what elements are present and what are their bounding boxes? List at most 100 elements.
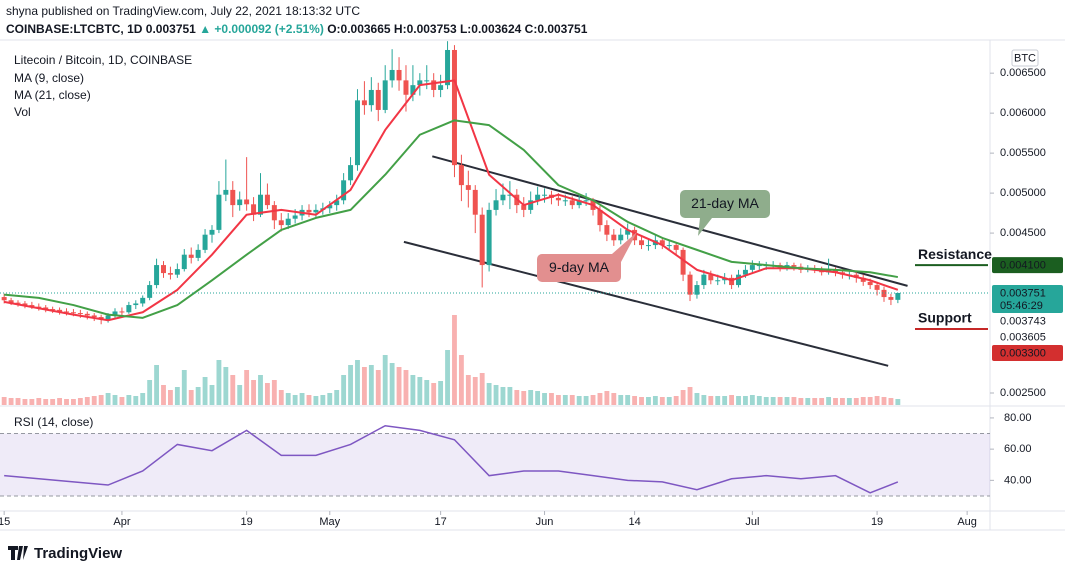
price-tag-label: 0.004100	[1000, 259, 1046, 271]
volume-bar	[895, 399, 901, 405]
y-tick-label: 0.005500	[1000, 147, 1046, 159]
volume-bar	[174, 387, 180, 405]
candle-body	[396, 69, 402, 81]
volume-bar	[98, 395, 104, 405]
price-tag	[992, 328, 1063, 345]
candle-body	[264, 194, 270, 206]
volume-bar	[715, 396, 721, 405]
volume-bar	[770, 397, 776, 405]
volume-bar	[327, 393, 333, 405]
candle-body	[57, 309, 63, 312]
legend-entry: Vol	[14, 105, 31, 119]
candle-body	[458, 165, 464, 186]
volume-bar	[625, 395, 631, 405]
volume-bar	[874, 396, 880, 405]
volume-bar	[549, 393, 554, 405]
candle-body	[382, 80, 388, 110]
candle-body	[645, 245, 651, 247]
candle-body	[348, 165, 354, 181]
candle-body	[659, 240, 665, 246]
volume-bar	[666, 397, 672, 405]
candle-body	[1, 297, 7, 301]
y-tick-label: 0.006500	[1000, 67, 1046, 79]
candle-body	[729, 277, 735, 286]
volume-bar	[583, 396, 589, 405]
candle-body	[133, 303, 139, 306]
candle-body	[528, 200, 534, 210]
candle-body	[451, 49, 457, 166]
x-tick-label: May	[319, 516, 340, 528]
volume-bar	[216, 360, 222, 405]
candle-body	[756, 265, 762, 267]
volume-bar	[348, 365, 353, 405]
candle-body	[230, 189, 236, 206]
candle-body	[742, 269, 748, 275]
candle-body	[361, 100, 367, 106]
ma-line	[3, 79, 899, 322]
volume-bar	[36, 398, 42, 405]
candle-body	[43, 307, 49, 310]
volume-bar	[230, 375, 236, 405]
candle-body	[555, 197, 561, 201]
volume-bar	[833, 398, 838, 405]
candle-body	[77, 313, 83, 315]
volume-bar	[798, 398, 804, 405]
candle-body	[500, 194, 506, 201]
candle-body	[521, 205, 527, 210]
volume-bar	[417, 377, 423, 405]
level-label: Support	[918, 310, 972, 326]
candle-body	[36, 306, 42, 308]
volume-bar	[403, 370, 409, 405]
candle-body	[874, 285, 880, 290]
candle-body	[438, 85, 444, 90]
candle-body	[604, 225, 610, 235]
candle-body	[29, 305, 35, 307]
last-price: 0.003751	[146, 22, 196, 36]
footer: TradingView	[8, 545, 122, 562]
candle-body	[251, 204, 257, 215]
candle-body	[216, 194, 222, 230]
y-tick-label: 0.006000	[1000, 107, 1046, 119]
volume-bar	[119, 397, 125, 405]
candle-body	[112, 311, 118, 316]
x-tick-label: Aug	[957, 516, 977, 528]
callout-label: 9-day MA	[549, 259, 610, 275]
volume-bar	[604, 391, 610, 405]
symbol: COINBASE:LTCBTC, 1D	[6, 22, 143, 36]
candle-body	[472, 189, 478, 215]
volume-bar	[860, 397, 866, 405]
volume-bar	[652, 396, 658, 405]
price-tag-label: 0.003300	[1000, 347, 1046, 359]
candle-body	[126, 305, 132, 313]
price-tag	[992, 312, 1063, 329]
volume-bar	[368, 365, 374, 405]
candle-body	[895, 292, 901, 300]
volume-bar	[708, 396, 714, 405]
candle-body	[161, 265, 166, 274]
volume-bar	[71, 399, 76, 405]
logo	[8, 546, 28, 560]
volume-bar	[209, 385, 215, 405]
volume-bar	[562, 395, 568, 405]
candle-body	[618, 234, 624, 241]
candle-body	[888, 297, 894, 300]
volume-bar	[258, 375, 263, 405]
volume-bar	[846, 398, 852, 405]
candle-body	[237, 199, 243, 206]
volume-bar	[355, 360, 360, 405]
candle-body	[341, 180, 347, 201]
volume-bar	[701, 395, 707, 405]
candle-body	[639, 240, 645, 246]
candle-body	[881, 289, 887, 298]
volume-bar	[729, 395, 735, 405]
rsi-band	[0, 433, 990, 496]
volume-bar	[382, 355, 388, 405]
candle-body	[368, 89, 374, 106]
volume-bar	[8, 398, 14, 405]
volume-bar	[278, 390, 284, 405]
legend-entry: MA (21, close)	[14, 88, 91, 102]
volume-bar	[749, 395, 755, 405]
volume-bar	[569, 395, 575, 405]
candle-body	[708, 274, 714, 281]
level-label: Resistance	[918, 246, 992, 262]
